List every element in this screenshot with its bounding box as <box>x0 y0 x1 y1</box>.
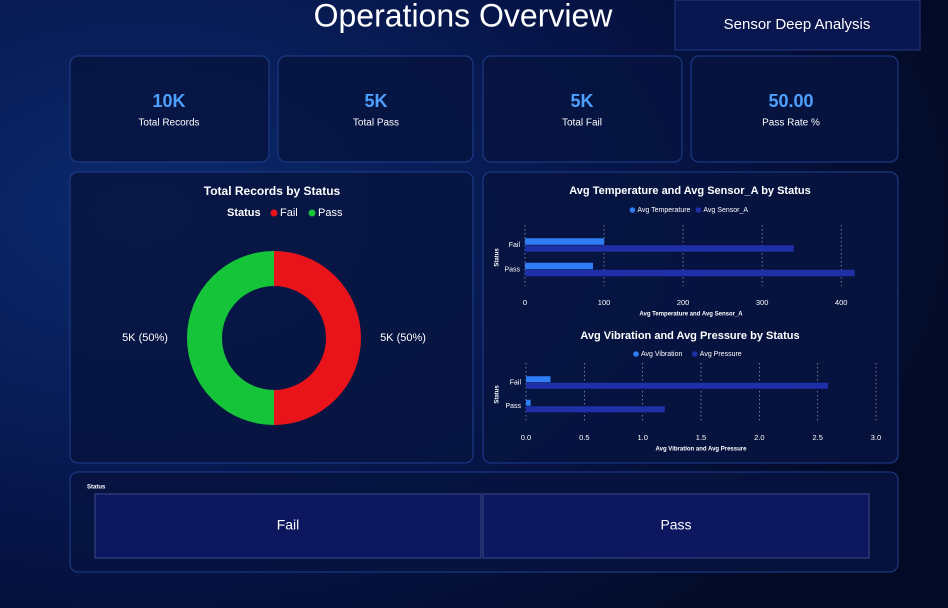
chart-panel <box>69 171 474 464</box>
slicer-option[interactable] <box>94 493 482 559</box>
kpi-value: 5K <box>570 91 593 111</box>
legend-label: Pass <box>318 207 343 219</box>
donut-segment <box>187 251 274 425</box>
chart-title: Total Records by Status <box>204 184 341 198</box>
x-tick-label: 200 <box>677 298 690 307</box>
legend-marker <box>270 209 278 217</box>
kpi-value: 10K <box>152 91 185 111</box>
bar <box>526 406 665 413</box>
donut-segment <box>274 251 361 425</box>
legend-label: Avg Pressure <box>700 351 742 358</box>
y-axis-label: Status <box>495 385 501 404</box>
legend-label: Avg Vibration <box>641 351 682 358</box>
bar <box>525 262 593 270</box>
kpi-label: Pass Rate % <box>762 118 820 129</box>
slicer-option[interactable] <box>482 493 870 559</box>
x-tick-label: 2.5 <box>812 433 822 442</box>
x-tick-label: 1.5 <box>696 433 706 442</box>
chart-title: Avg Vibration and Avg Pressure by Status <box>580 330 799 342</box>
x-tick-label: 0 <box>523 298 527 307</box>
kpi-label: Total Fail <box>562 118 602 129</box>
x-tick-label: 1.0 <box>637 433 647 442</box>
x-tick-label: 2.0 <box>754 433 764 442</box>
x-tick-label: 300 <box>756 298 769 307</box>
y-axis-label: Status <box>495 248 501 267</box>
slicer-option-label[interactable]: Fail <box>277 517 300 533</box>
legend-title: Status <box>227 207 261 219</box>
legend-marker <box>695 207 702 213</box>
slicer-option-label[interactable]: Pass <box>660 517 691 533</box>
legend-label: Avg Temperature <box>637 207 690 214</box>
bar <box>526 376 551 383</box>
kpi-card <box>69 55 270 163</box>
bar <box>526 399 531 406</box>
kpi-value: 5K <box>364 91 387 111</box>
legend-label: Avg Sensor_A <box>703 207 748 214</box>
data-label: 5K (50%) <box>380 332 426 344</box>
legend-marker <box>629 207 636 213</box>
kpi-card <box>690 55 899 163</box>
kpi-card <box>277 55 474 163</box>
x-axis-label: Avg Temperature and Avg Sensor_A <box>639 312 743 318</box>
kpi-card <box>482 55 683 163</box>
chart-title: Avg Temperature and Avg Sensor_A by Stat… <box>569 185 810 197</box>
bar <box>525 269 855 277</box>
kpi-label: Total Pass <box>353 118 399 129</box>
page-title: Operations Overview <box>314 0 614 33</box>
x-tick-label: 3.0 <box>871 433 881 442</box>
bar <box>525 245 794 252</box>
bar <box>526 382 829 389</box>
data-label: 5K (50%) <box>122 332 168 344</box>
bar <box>525 238 605 245</box>
nav-button[interactable] <box>674 0 921 51</box>
x-tick-label: 0.5 <box>579 433 589 442</box>
x-tick-label: 0.0 <box>521 433 531 442</box>
kpi-value: 50.00 <box>768 91 813 111</box>
legend-marker <box>692 351 698 357</box>
y-tick-label: Fail <box>509 242 521 249</box>
x-tick-label: 100 <box>598 298 611 307</box>
x-axis-label: Avg Vibration and Avg Pressure <box>656 447 748 453</box>
y-tick-label: Pass <box>505 403 521 410</box>
y-tick-label: Pass <box>504 267 520 274</box>
nav-button-label[interactable]: Sensor Deep Analysis <box>724 16 871 33</box>
y-tick-label: Fail <box>510 380 522 387</box>
slicer-title: Status <box>87 485 106 491</box>
legend-label: Fail <box>280 207 298 219</box>
x-tick-label: 400 <box>835 298 848 307</box>
legend-marker <box>308 209 316 217</box>
kpi-label: Total Records <box>138 118 199 129</box>
legend-marker <box>633 351 639 357</box>
